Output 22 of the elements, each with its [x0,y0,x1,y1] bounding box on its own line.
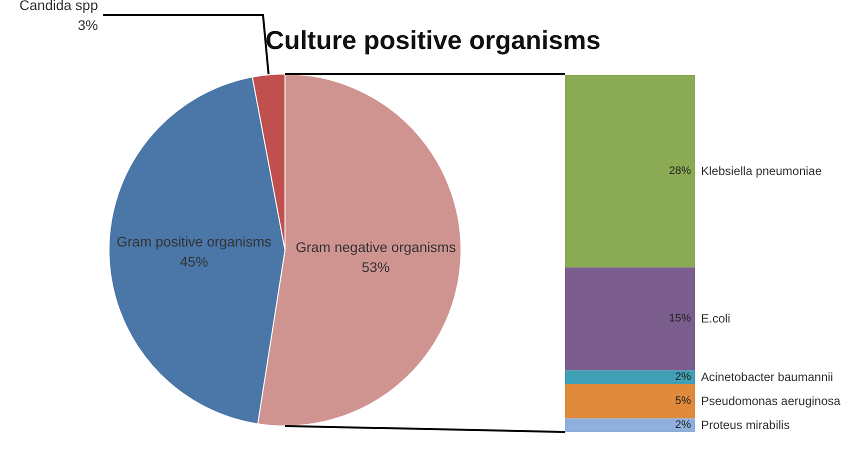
series-label: Pseudomonas aeruginosa [701,394,841,408]
bar [565,75,695,268]
bar [565,418,695,432]
data-label: 2% [675,419,692,432]
slice-label: Gram positive organisms [116,233,272,250]
series-label: Acinetobacter baumannii [701,370,834,384]
series-label: E.coli [701,312,730,326]
data-label: 28% [668,165,692,178]
data-label: 5% [675,395,692,408]
data-label: 53% [362,259,390,276]
data-label: 45% [180,253,208,270]
text: Culture positive organisms [265,25,601,55]
data-label: 3% [78,17,98,34]
bar [565,267,695,370]
bar [565,370,695,384]
series-label: Proteus mirabilis [701,418,790,432]
slice-label: Gram negative organisms [296,239,456,256]
data-label: 15% [668,312,692,325]
bar [565,384,695,418]
data-label: 2% [675,371,692,384]
series-label: Klebsiella pneumoniae [701,164,822,178]
slice-label: Candida spp [19,0,98,14]
